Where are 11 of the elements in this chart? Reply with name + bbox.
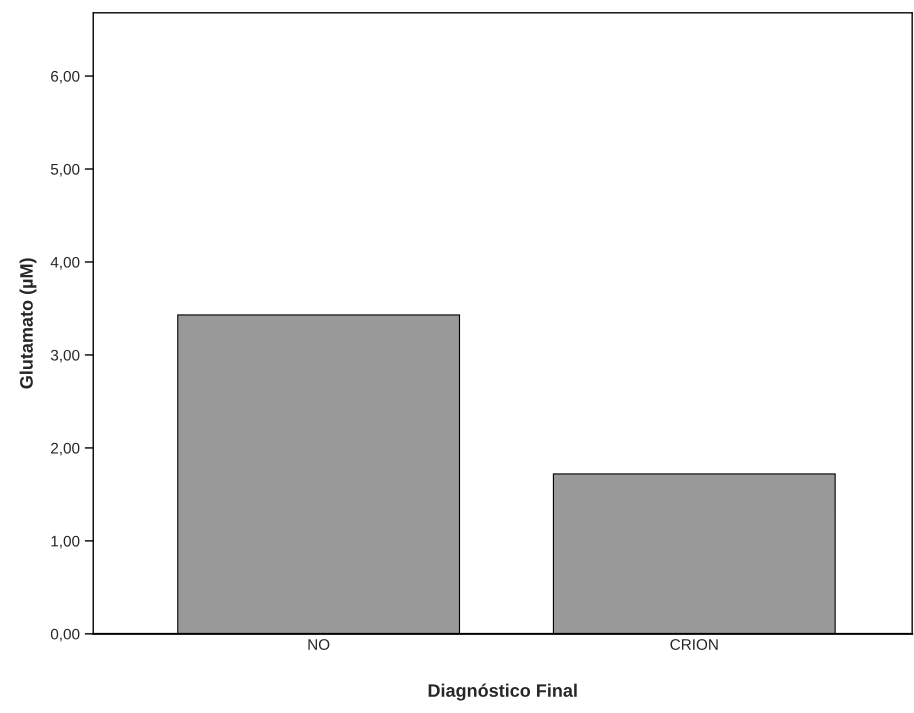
y-tick-label: 6,00 <box>51 70 80 84</box>
y-tick-label: 1,00 <box>51 536 80 548</box>
x-tick-label: CRION <box>670 639 718 650</box>
x-tick-label: NO <box>308 639 330 650</box>
y-tick-label: 0,00 <box>50 628 80 642</box>
y-tick-label: 2,00 <box>51 442 80 456</box>
x-axis-title: Diagnóstico Final <box>428 684 577 701</box>
y-tick-label: 3,00 <box>50 350 80 362</box>
y-tick-label: 5,00 <box>50 164 80 177</box>
y-tick-label: 4,00 <box>50 256 80 270</box>
y-axis-title: Glutamato (µM) <box>20 258 36 388</box>
